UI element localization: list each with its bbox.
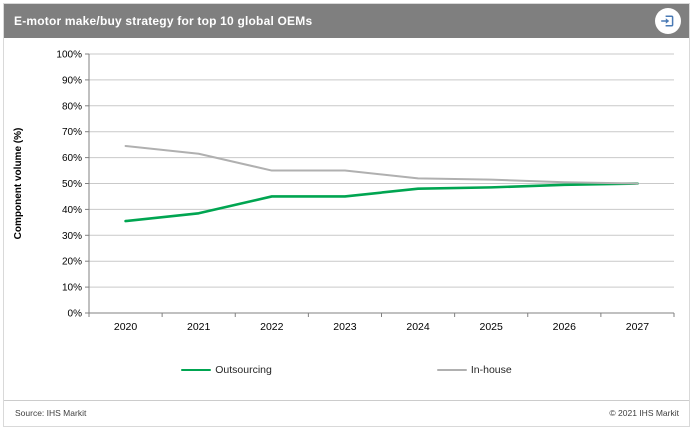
x-tick-label: 2025 (480, 321, 504, 333)
y-tick-label: 60% (62, 153, 82, 164)
x-tick-label: 2027 (626, 321, 650, 333)
y-tick-label: 30% (62, 231, 82, 242)
y-tick-label: 20% (62, 257, 82, 268)
footer: Source: IHS Markit © 2021 IHS Markit (4, 400, 689, 426)
chart-canvas: 0% 10% 20% 30% 40% 50% 60% 70% 80% 90% 100% 2020 202… (13, 50, 675, 333)
legend-item-in-house: In-house (436, 364, 512, 376)
legend-label: In-house (470, 364, 512, 376)
outsourcing-line-swatch (181, 368, 212, 372)
x-tick-label: 2024 (406, 321, 430, 333)
y-tick-label: 50% (62, 179, 82, 190)
box-arrow-in-right-icon (660, 13, 676, 29)
series-line-in-house (124, 144, 639, 185)
in-house-line-swatch (436, 369, 467, 371)
x-tick-label: 2022 (260, 321, 284, 333)
legend-label: Outsourcing (215, 364, 272, 376)
x-tick-label: 2020 (114, 321, 138, 333)
export-button[interactable] (655, 8, 681, 34)
x-tick-label: 2023 (333, 321, 357, 333)
y-tick-label: 40% (62, 205, 82, 216)
series-line-outsourcing (124, 182, 639, 223)
legend-item-outsourcing: Outsourcing (181, 364, 272, 376)
y-tick-label: 90% (62, 75, 82, 86)
x-tick-label: 2021 (187, 321, 211, 333)
page-title: E-motor make/buy strategy for top 10 glo… (14, 14, 313, 28)
chart-card: E-motor make/buy strategy for top 10 glo… (3, 3, 690, 427)
copyright-note: © 2021 IHS Markit (609, 407, 679, 418)
y-tick-label: 10% (62, 283, 82, 294)
y-tick-label: 70% (62, 127, 82, 138)
x-tick-label: 2026 (553, 321, 577, 333)
y-tick-label: 0% (68, 309, 83, 320)
line-chart: 0% 10% 20% 30% 40% 50% 60% 70% 80% 90% 100% 2020 202… (4, 38, 689, 340)
y-tick-label: 100% (56, 50, 82, 61)
y-axis-title: Component volume (%) (13, 128, 24, 240)
header: E-motor make/buy strategy for top 10 glo… (4, 4, 689, 38)
y-tick-label: 80% (62, 101, 82, 112)
source-note: Source: IHS Markit (15, 407, 87, 418)
chart-legend: Outsourcing In-house (4, 340, 689, 400)
